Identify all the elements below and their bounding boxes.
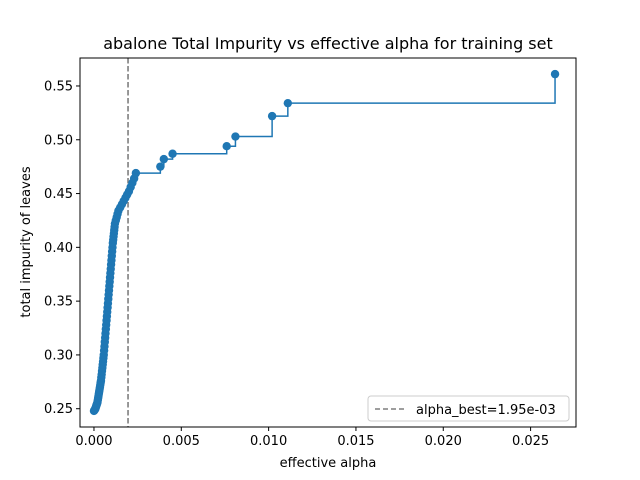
data-point bbox=[131, 168, 141, 178]
y-tick-label: 0.45 bbox=[44, 187, 73, 202]
data-point bbox=[159, 154, 169, 164]
x-tick-label: 0.000 bbox=[75, 434, 112, 449]
y-axis: 0.25 0.30 0.35 0.40 0.45 0.50 0.55 bbox=[44, 79, 80, 417]
y-tick-label: 0.55 bbox=[44, 79, 73, 94]
plot-area bbox=[89, 58, 560, 427]
data-point bbox=[267, 111, 277, 121]
legend-vline-label: alpha_best=1.95e-03 bbox=[416, 403, 556, 418]
y-axis-label: total impurity of leaves bbox=[19, 166, 34, 317]
y-tick-label: 0.30 bbox=[44, 348, 73, 363]
data-point bbox=[156, 162, 165, 171]
y-tick-label: 0.50 bbox=[44, 133, 73, 148]
x-tick-label: 0.005 bbox=[163, 434, 200, 449]
y-tick-label: 0.35 bbox=[44, 295, 73, 310]
x-tick-label: 0.025 bbox=[512, 434, 549, 449]
x-tick-label: 0.010 bbox=[250, 434, 287, 449]
y-tick-label: 0.40 bbox=[44, 241, 73, 256]
legend: alpha_best=1.95e-03 bbox=[367, 395, 570, 422]
data-point bbox=[283, 98, 293, 108]
data-point bbox=[168, 149, 177, 158]
data-point bbox=[231, 132, 240, 141]
legend-box bbox=[367, 395, 570, 422]
x-axis-label: effective alpha bbox=[280, 456, 377, 471]
x-tick-label: 0.020 bbox=[425, 434, 462, 449]
data-point bbox=[550, 69, 560, 79]
axes-frame bbox=[79, 57, 577, 428]
chart-title: abalone Total Impurity vs effective alph… bbox=[103, 34, 553, 53]
y-tick-label: 0.25 bbox=[44, 402, 73, 417]
x-tick-label: 0.015 bbox=[337, 434, 374, 449]
x-axis: 0.000 0.005 0.010 0.015 0.020 0.025 bbox=[75, 427, 549, 449]
data-point bbox=[222, 142, 231, 151]
